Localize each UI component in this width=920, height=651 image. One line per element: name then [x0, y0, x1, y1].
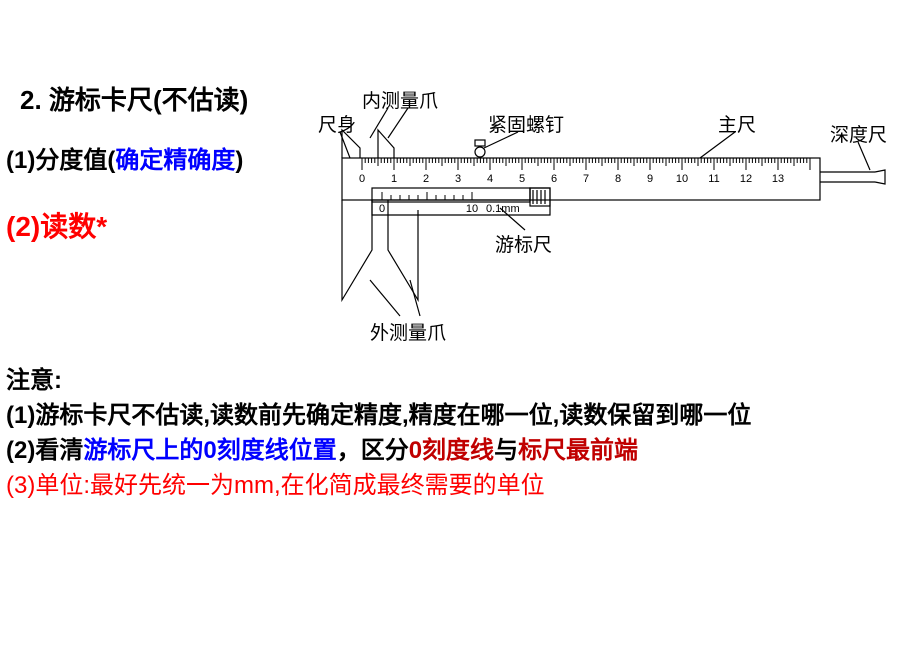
- sub2-num: (2): [6, 211, 40, 242]
- sub2-star: *: [96, 211, 107, 242]
- title-num: 2.: [20, 85, 49, 115]
- note2-t6: 标尺最前端: [518, 437, 638, 464]
- svg-text:0: 0: [379, 203, 385, 215]
- note2-t1: 看清: [35, 437, 83, 464]
- svg-text:7: 7: [583, 173, 589, 185]
- svg-text:9: 9: [647, 173, 653, 185]
- subsection-1: (1)分度值(确定精确度): [6, 140, 243, 175]
- svg-text:3: 3: [455, 173, 461, 185]
- svg-text:8: 8: [615, 173, 621, 185]
- svg-text:4: 4: [487, 173, 493, 185]
- notes-header-text: 注意:: [6, 367, 62, 394]
- svg-text:13: 13: [772, 173, 784, 185]
- svg-text:10: 10: [676, 173, 688, 185]
- sub1-paren-close: ): [235, 147, 243, 174]
- svg-text:11: 11: [708, 173, 719, 185]
- sub1-num: (1): [6, 147, 35, 174]
- note3-num: (3): [6, 472, 35, 499]
- note1-num: (1): [6, 402, 35, 429]
- note-1: (1)游标卡尺不估读,读数前先确定精度,精度在哪一位,读数保留到哪一位: [6, 395, 751, 430]
- section-title: 2. 游标卡尺(不估读): [20, 80, 248, 117]
- note2-t4: 0刻度线: [409, 437, 494, 464]
- note-3: (3)单位:最好先统一为mm,在化简成最终需要的单位: [6, 465, 545, 500]
- svg-text:0.1mm: 0.1mm: [486, 203, 520, 215]
- note3-text: 单位:最好先统一为mm,在化简成最终需要的单位: [35, 472, 544, 499]
- title-paren: (不估读): [153, 85, 248, 115]
- note2-t3: ，区分: [337, 437, 409, 464]
- note2-num: (2): [6, 437, 35, 464]
- note2-t2: 游标尺上的0刻度线位置: [83, 437, 336, 464]
- svg-text:2: 2: [423, 173, 429, 185]
- notes-header: 注意:: [6, 360, 62, 395]
- note-2: (2)看清游标尺上的0刻度线位置，区分0刻度线与标尺最前端: [6, 430, 638, 465]
- svg-text:10: 10: [466, 203, 478, 215]
- sub1-blue: 确定精确度: [115, 147, 235, 174]
- note1-text: 游标卡尺不估读,读数前先确定精度,精度在哪一位,读数保留到哪一位: [35, 402, 751, 429]
- title-main: 游标卡尺: [49, 85, 153, 115]
- svg-text:1: 1: [391, 173, 397, 185]
- svg-text:5: 5: [519, 173, 525, 185]
- sub1-label: 分度值: [35, 147, 107, 174]
- note2-t5: 与: [494, 437, 518, 464]
- caliper-diagram: 尺身 内测量爪 紧固螺钉 主尺 深度尺 游标尺 外测量爪: [300, 80, 900, 340]
- svg-text:0: 0: [359, 173, 365, 185]
- svg-text:12: 12: [740, 173, 752, 185]
- sub2-label: 读数: [40, 211, 96, 242]
- caliper-svg: 012345678910111213 0 10 0.1mm: [300, 80, 900, 340]
- subsection-2: (2)读数*: [6, 205, 107, 245]
- svg-text:6: 6: [551, 173, 557, 185]
